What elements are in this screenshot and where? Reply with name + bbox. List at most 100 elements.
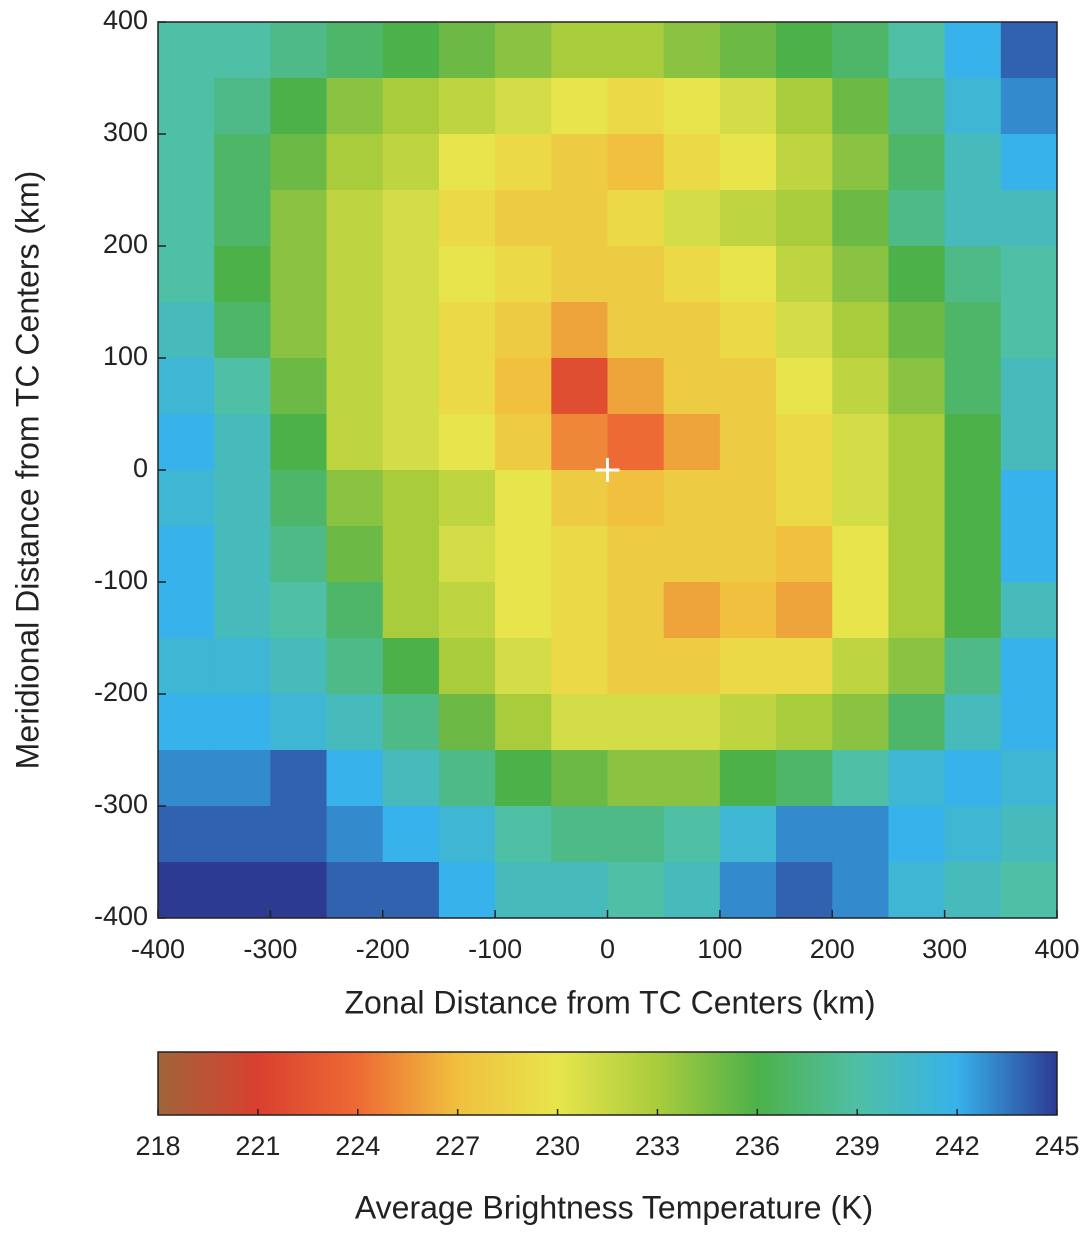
colorbar <box>157 1051 1058 1116</box>
heatmap-cell <box>551 750 608 807</box>
heatmap-cell <box>551 526 608 583</box>
colorbar-tick-label: 230 <box>535 1131 580 1161</box>
x-tick-label: -300 <box>243 934 297 964</box>
heatmap-cell <box>719 582 777 639</box>
heatmap-cell <box>326 638 384 695</box>
heatmap-cell <box>1000 806 1058 863</box>
heatmap-cell <box>551 246 608 303</box>
heatmap-cell <box>382 302 440 359</box>
heatmap-cell <box>270 246 328 303</box>
heatmap-cell <box>270 78 328 135</box>
y-tick-label: 200 <box>103 229 148 259</box>
heatmap-cell <box>551 22 608 79</box>
heatmap-cell <box>663 134 721 191</box>
heatmap-cell <box>832 806 889 863</box>
heatmap-cell <box>832 750 889 807</box>
heatmap-cell <box>382 414 440 471</box>
heatmap-cell <box>551 806 608 863</box>
y-tick-label: -400 <box>94 901 148 931</box>
heatmap-cell <box>495 246 552 303</box>
heatmap-cell <box>832 638 889 695</box>
x-tick-label: 400 <box>1034 934 1079 964</box>
heatmap-cell <box>214 862 271 919</box>
heatmap-cell <box>888 582 946 639</box>
heatmap-cell <box>326 750 384 807</box>
heatmap-cell <box>551 134 608 191</box>
heatmap-cell <box>495 862 552 919</box>
heatmap-cell <box>495 134 552 191</box>
heatmap-cell <box>607 470 665 527</box>
heatmap-cell <box>551 694 608 751</box>
colorbar-tick-label: 245 <box>1034 1131 1079 1161</box>
heatmap-cell <box>663 806 721 863</box>
heatmap-cell <box>158 470 215 527</box>
heatmap-cell <box>438 862 496 919</box>
heatmap-cell <box>551 582 608 639</box>
heatmap-cell <box>382 750 440 807</box>
heatmap-cell <box>888 190 946 247</box>
heatmap-cell <box>607 246 665 303</box>
heatmap-cell <box>719 134 777 191</box>
colorbar-tick-label: 233 <box>635 1131 680 1161</box>
heatmap-cell <box>326 78 384 135</box>
heatmap-cell <box>663 694 721 751</box>
heatmap-cell <box>832 134 889 191</box>
heatmap-cell <box>607 190 665 247</box>
heatmap-cell <box>326 246 384 303</box>
heatmap-cell <box>1000 750 1058 807</box>
heatmap-cell <box>1000 582 1058 639</box>
heatmap-cell <box>663 302 721 359</box>
heatmap-cell <box>158 862 215 919</box>
heatmap-cell <box>888 862 946 919</box>
heatmap <box>158 22 1058 919</box>
heatmap-cell <box>438 638 496 695</box>
heatmap-cell <box>214 78 271 135</box>
heatmap-cell <box>719 638 777 695</box>
heatmap-cell <box>776 526 833 583</box>
heatmap-cell <box>607 862 665 919</box>
heatmap-cell <box>214 190 271 247</box>
heatmap-cell <box>158 526 215 583</box>
colorbar-tick-label: 227 <box>435 1131 480 1161</box>
colorbar-tick-label: 224 <box>335 1131 380 1161</box>
heatmap-cell <box>1000 190 1058 247</box>
heatmap-cell <box>495 190 552 247</box>
heatmap-cell <box>270 806 328 863</box>
heatmap-cell <box>158 246 215 303</box>
heatmap-cell <box>438 134 496 191</box>
heatmap-cell <box>438 750 496 807</box>
heatmap-cell <box>719 470 777 527</box>
heatmap-cell <box>663 22 721 79</box>
heatmap-cell <box>719 302 777 359</box>
heatmap-cell <box>776 638 833 695</box>
heatmap-cell <box>495 470 552 527</box>
heatmap-cell <box>776 78 833 135</box>
heatmap-cell <box>888 470 946 527</box>
heatmap-cell <box>1000 22 1058 79</box>
heatmap-cell <box>663 414 721 471</box>
heatmap-cell <box>944 22 1002 79</box>
heatmap-cell <box>438 694 496 751</box>
heatmap-cell <box>382 246 440 303</box>
heatmap-cell <box>382 862 440 919</box>
y-axis-label: Meridional Distance from TC Centers (km) <box>9 171 45 770</box>
heatmap-cell <box>832 470 889 527</box>
heatmap-cell <box>888 246 946 303</box>
heatmap-cell <box>214 358 271 415</box>
heatmap-cell <box>495 22 552 79</box>
heatmap-cell <box>326 414 384 471</box>
colorbar-tick-label: 221 <box>235 1131 280 1161</box>
heatmap-cell <box>158 22 215 79</box>
heatmap-cell <box>944 638 1002 695</box>
colorbar-label: Average Brightness Temperature (K) <box>355 1189 873 1225</box>
heatmap-cell <box>944 582 1002 639</box>
heatmap-cell <box>158 358 215 415</box>
heatmap-cell <box>607 582 665 639</box>
heatmap-cell <box>438 302 496 359</box>
heatmap-cell <box>663 750 721 807</box>
heatmap-cell <box>382 358 440 415</box>
heatmap-cell <box>607 526 665 583</box>
heatmap-cell <box>944 414 1002 471</box>
heatmap-cell <box>158 638 215 695</box>
